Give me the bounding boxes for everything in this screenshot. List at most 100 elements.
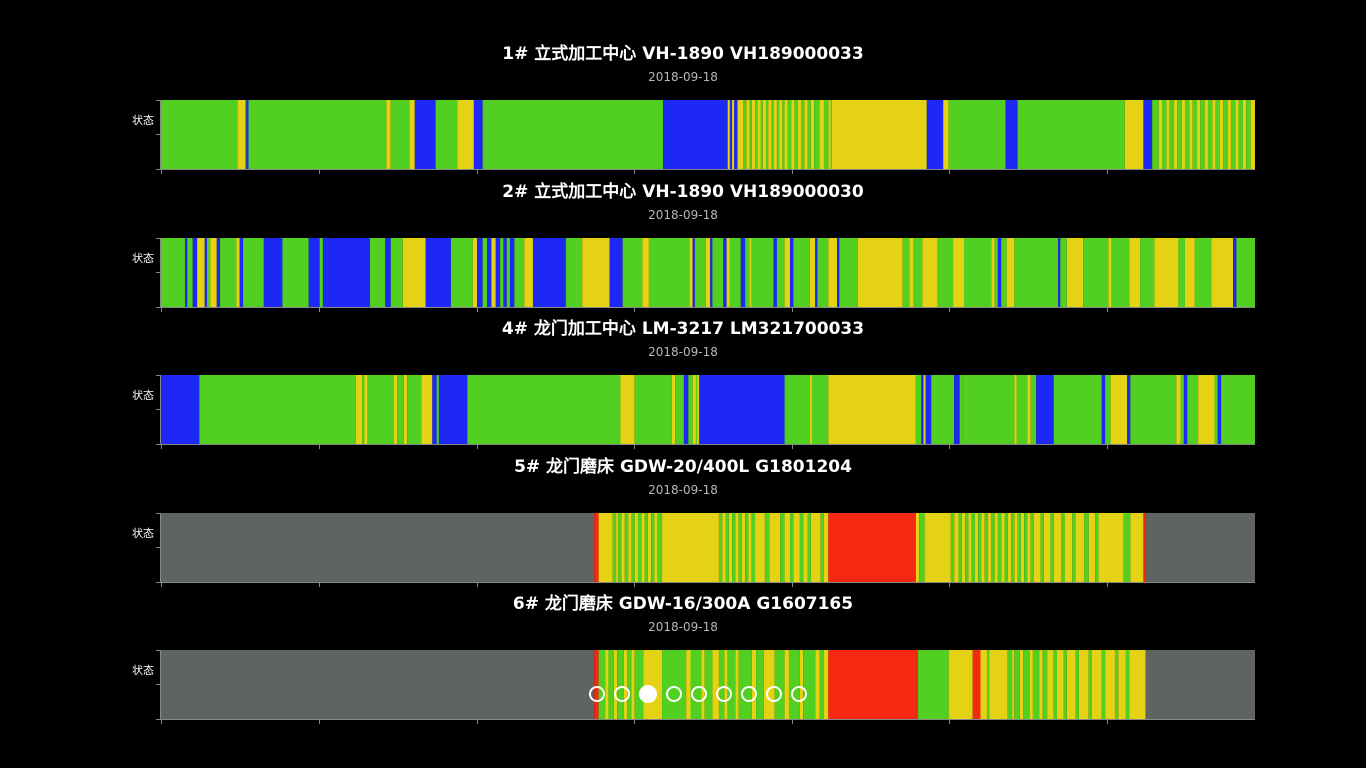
status-segment-yellow[interactable]: [961, 513, 966, 582]
status-segment-yellow[interactable]: [654, 513, 658, 582]
pager-dot[interactable]: [716, 686, 732, 702]
status-segment-yellow[interactable]: [613, 650, 618, 719]
status-segment-yellow[interactable]: [991, 238, 995, 307]
status-segment-yellow[interactable]: [828, 100, 831, 169]
status-segment-yellow[interactable]: [1154, 238, 1179, 307]
status-segment-green[interactable]: [937, 238, 954, 307]
status-segment-green[interactable]: [319, 238, 323, 307]
status-segment-blue[interactable]: [308, 238, 320, 307]
status-segment-yellow[interactable]: [980, 650, 987, 719]
status-segment-green[interactable]: [756, 650, 764, 719]
status-segment-blue[interactable]: [246, 100, 249, 169]
status-segment-green[interactable]: [1011, 513, 1015, 582]
status-segment-gray[interactable]: [161, 650, 595, 719]
status-segment-green[interactable]: [1060, 238, 1067, 307]
status-segment-yellow[interactable]: [791, 100, 795, 169]
status-segment-yellow[interactable]: [922, 238, 938, 307]
status-segment-green[interactable]: [958, 513, 962, 582]
status-segment-red[interactable]: [1143, 513, 1146, 582]
status-segment-yellow[interactable]: [1098, 513, 1124, 582]
status-segment-green[interactable]: [199, 375, 356, 444]
status-segment-green[interactable]: [598, 650, 606, 719]
status-segment-green[interactable]: [1014, 650, 1020, 719]
status-segment-green[interactable]: [1187, 375, 1199, 444]
status-segment-green[interactable]: [690, 650, 702, 719]
status-segment-green[interactable]: [902, 238, 910, 307]
status-segment-yellow[interactable]: [953, 238, 964, 307]
status-segment-blue[interactable]: [734, 100, 738, 169]
status-segment-green[interactable]: [784, 375, 810, 444]
status-segment-blue[interactable]: [1233, 238, 1237, 307]
status-segment-yellow[interactable]: [1198, 375, 1215, 444]
status-segment-yellow[interactable]: [689, 238, 693, 307]
status-segment-green[interactable]: [776, 238, 785, 307]
status-segment-yellow[interactable]: [1129, 650, 1146, 719]
status-segment-yellow[interactable]: [634, 513, 638, 582]
status-segment-green[interactable]: [913, 238, 923, 307]
status-segment-blue[interactable]: [740, 238, 746, 307]
status-segment-green[interactable]: [1207, 100, 1213, 169]
status-segment-green[interactable]: [760, 100, 763, 169]
status-segment-yellow[interactable]: [1064, 513, 1073, 582]
status-segment-green[interactable]: [1017, 513, 1021, 582]
status-segment-green[interactable]: [390, 238, 403, 307]
status-segment-green[interactable]: [729, 238, 741, 307]
status-segment-blue[interactable]: [729, 100, 733, 169]
status-segment-blue[interactable]: [1217, 375, 1222, 444]
status-segment-blue[interactable]: [385, 238, 391, 307]
status-segment-green[interactable]: [1152, 100, 1159, 169]
status-segment-green[interactable]: [978, 513, 982, 582]
status-segment-green[interactable]: [704, 650, 713, 719]
status-segment-yellow[interactable]: [954, 513, 959, 582]
status-segment-green[interactable]: [637, 513, 642, 582]
status-segment-blue[interactable]: [216, 238, 221, 307]
status-segment-green[interactable]: [774, 650, 785, 719]
status-segment-yellow[interactable]: [1066, 650, 1076, 719]
status-segment-green[interactable]: [948, 100, 1006, 169]
status-segment-green[interactable]: [830, 100, 832, 169]
status-segment-yellow[interactable]: [943, 100, 949, 169]
status-segment-gray[interactable]: [1145, 650, 1255, 719]
status-segment-green[interactable]: [718, 513, 723, 582]
status-segment-green[interactable]: [918, 650, 949, 719]
status-segment-green[interactable]: [631, 513, 635, 582]
status-segment-yellow[interactable]: [457, 100, 474, 169]
status-segment-yellow[interactable]: [1250, 100, 1255, 169]
status-segment-yellow[interactable]: [748, 513, 752, 582]
status-segment-green[interactable]: [1140, 238, 1155, 307]
status-segment-green[interactable]: [248, 100, 387, 169]
status-segment-green[interactable]: [662, 650, 687, 719]
status-segment-green[interactable]: [362, 375, 365, 444]
status-segment-blue[interactable]: [837, 238, 840, 307]
status-segment-green[interactable]: [814, 100, 820, 169]
status-segment-green[interactable]: [964, 238, 992, 307]
status-segment-green[interactable]: [745, 513, 749, 582]
status-segment-yellow[interactable]: [810, 513, 821, 582]
status-segment-yellow[interactable]: [210, 238, 217, 307]
status-segment-red[interactable]: [594, 513, 599, 582]
status-segment-yellow[interactable]: [810, 100, 815, 169]
status-segment-yellow[interactable]: [981, 513, 985, 582]
status-segment-green[interactable]: [765, 100, 769, 169]
status-segment-yellow[interactable]: [641, 513, 645, 582]
status-segment-green[interactable]: [1238, 100, 1243, 169]
status-segment-blue[interactable]: [263, 238, 283, 307]
status-segment-yellow[interactable]: [797, 100, 801, 169]
status-segment-green[interactable]: [1075, 650, 1079, 719]
status-segment-yellow[interactable]: [403, 375, 408, 444]
status-segment-green[interactable]: [839, 238, 858, 307]
status-segment-yellow[interactable]: [705, 238, 711, 307]
status-segment-yellow[interactable]: [1029, 650, 1033, 719]
pager[interactable]: [589, 685, 807, 706]
status-segment-yellow[interactable]: [1110, 375, 1127, 444]
status-segment-yellow[interactable]: [735, 650, 739, 719]
status-segment-green[interactable]: [959, 375, 963, 444]
status-segment-green[interactable]: [1123, 513, 1131, 582]
status-segment-yellow[interactable]: [722, 513, 726, 582]
status-segment-yellow[interactable]: [1166, 100, 1170, 169]
status-segment-green[interactable]: [817, 238, 829, 307]
status-segment-yellow[interactable]: [735, 513, 739, 582]
status-segment-blue[interactable]: [692, 238, 695, 307]
status-segment-yellow[interactable]: [1227, 100, 1231, 169]
status-segment-blue[interactable]: [609, 238, 623, 307]
